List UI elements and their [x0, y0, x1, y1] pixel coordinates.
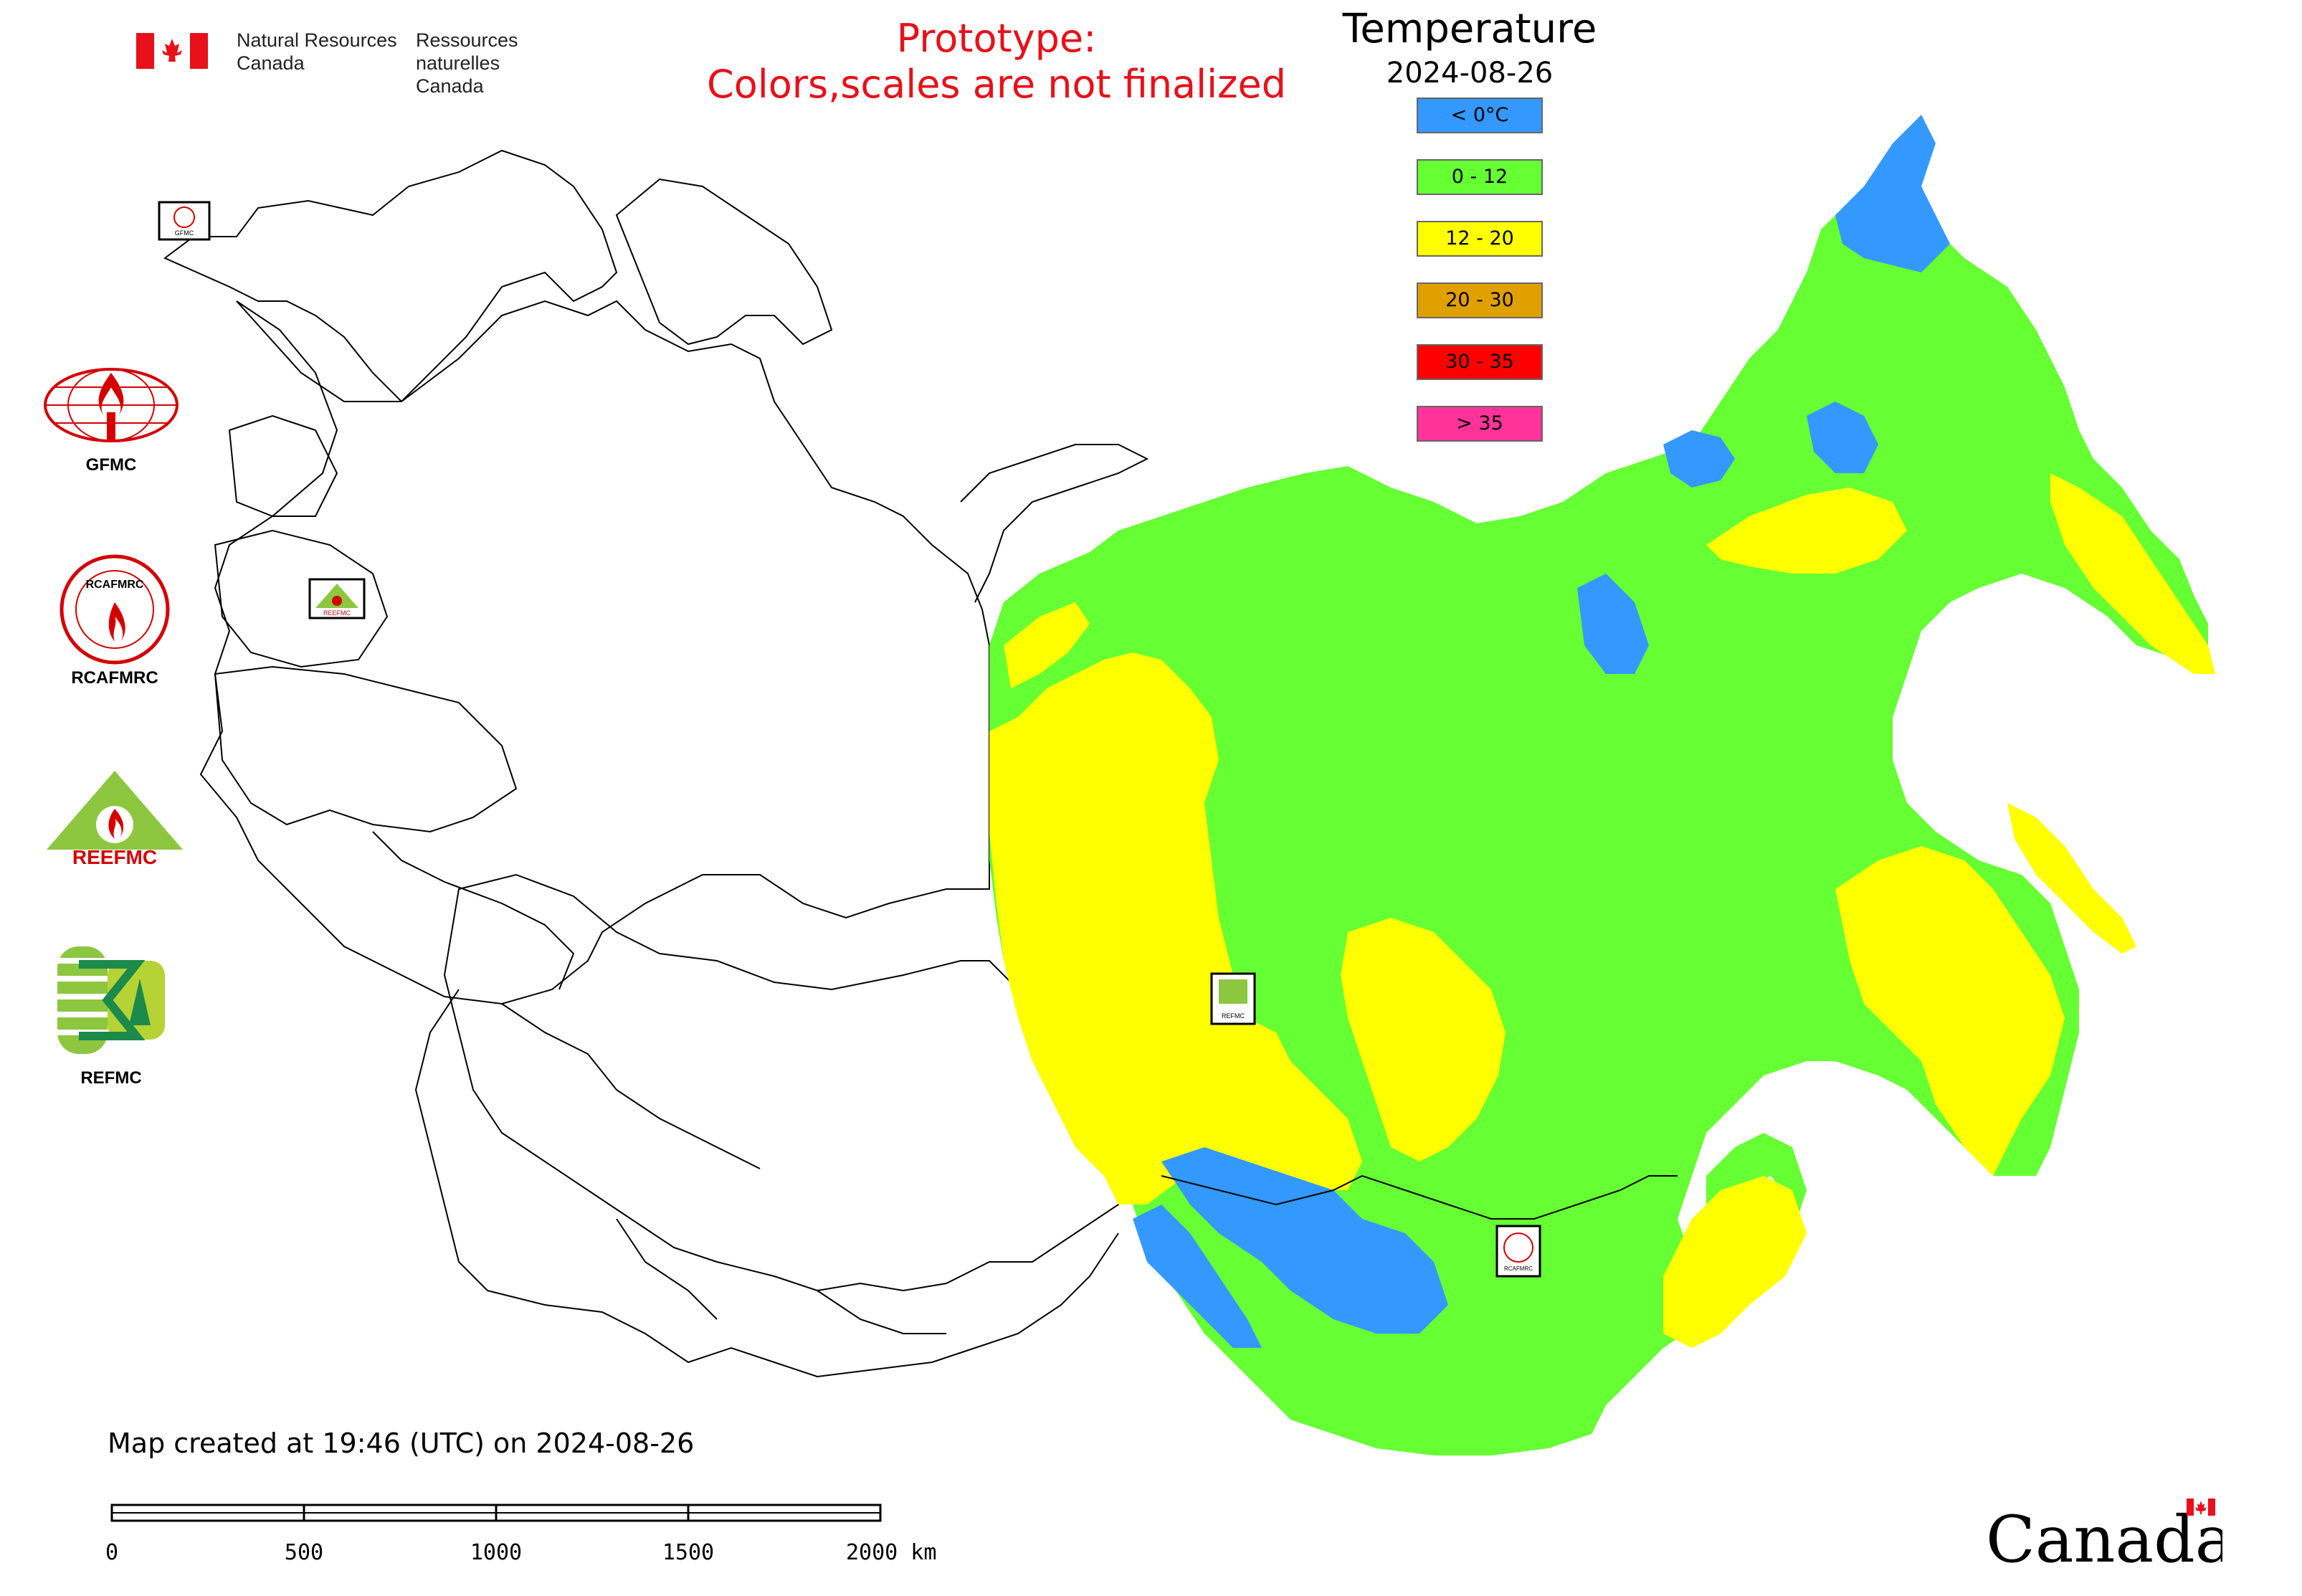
legend-class-below-0[interactable]: < 0°C: [1417, 98, 1543, 133]
rcafmrc-caption: RCAFMRC: [71, 668, 158, 688]
legend-class-0-12[interactable]: 0 - 12: [1417, 159, 1543, 195]
marker-gfmc[interactable]: GFMC: [158, 201, 211, 241]
org-en-line1: Natural Resources: [237, 29, 397, 51]
zone-12-20-urals-north: [1004, 602, 1090, 688]
gfmc-logo[interactable]: [39, 362, 183, 448]
map-created-timestamp: Map created at 19:46 (UTC) on 2024-08-26: [108, 1428, 695, 1459]
scale-label-1000: 1000: [470, 1540, 522, 1565]
reefmc-logo[interactable]: REEFMC: [39, 767, 190, 868]
gfmc-caption: GFMC: [85, 455, 137, 475]
refmc-caption: REFMC: [80, 1068, 142, 1088]
zone-12-20-south-east: [1663, 1176, 1807, 1348]
temperature-field: [989, 115, 2215, 1455]
nrcan-signature: Natural Resources Canada Ressources natu…: [136, 29, 602, 97]
zone-cold-altai: [1133, 1205, 1262, 1348]
org-name-en: Natural Resources Canada: [237, 29, 397, 75]
prototype-line2: Colors,scales are not finalized: [707, 62, 1286, 107]
zone-cold-taimyr: [1663, 430, 1735, 488]
marker-rcafmrc[interactable]: RCAFMRC: [1495, 1225, 1541, 1278]
zone-12-20-kamchatka: [2050, 473, 2215, 674]
legend-class-above-35[interactable]: > 35: [1417, 406, 1543, 442]
border-russia-mongolia: [1161, 1174, 1678, 1220]
scale-bar: 0 500 1000 1500 2000 km: [105, 1504, 936, 1565]
zone-cold-putorana: [1577, 574, 1649, 674]
org-fr-line2: Canada: [416, 75, 484, 97]
scale-label-500: 500: [285, 1540, 323, 1565]
country-outlines: [163, 149, 1163, 1378]
legend-class-30-35[interactable]: 30 - 35: [1417, 344, 1543, 380]
scale-label-1500: 1500: [662, 1540, 714, 1565]
legend-class-20-30[interactable]: 20 - 30: [1417, 282, 1543, 318]
org-en-line2: Canada: [237, 52, 305, 74]
svg-text:RCAFMRC: RCAFMRC: [1504, 1265, 1533, 1272]
prototype-notice: Prototype: Colors,scales are not finaliz…: [645, 16, 1348, 108]
svg-text:REFMC: REFMC: [1222, 1012, 1245, 1020]
svg-text:REEFMC: REEFMC: [72, 846, 157, 868]
refmc-logo[interactable]: [57, 946, 172, 1054]
zone-cold-verkhoyansk: [1807, 402, 1878, 473]
zone-12-20-west: [989, 652, 1362, 1205]
zone-cold-chukotka: [1835, 115, 1950, 272]
marker-reefmc[interactable]: REEFMC: [308, 578, 366, 619]
zone-12-20-amur: [1835, 846, 2065, 1176]
legend-class-12-20[interactable]: 12 - 20: [1417, 221, 1543, 257]
svg-text:RCAFMRC: RCAFMRC: [86, 579, 144, 591]
canada-wordmark: Canada: [1986, 1498, 2222, 1570]
legend-title: Temperature: [1342, 6, 1597, 52]
legend-date: 2024-08-26: [1386, 57, 1554, 90]
rcafmrc-logo[interactable]: RCAFMRC: [57, 552, 172, 667]
prototype-line1: Prototype:: [896, 16, 1097, 61]
scale-label-0: 0: [105, 1540, 118, 1565]
org-fr-line1: Ressources naturelles: [416, 29, 518, 74]
zone-12-20-central: [1341, 918, 1506, 1162]
svg-text:Canada: Canada: [1986, 1502, 2222, 1570]
svg-text:GFMC: GFMC: [175, 229, 194, 237]
svg-text:REEFMC: REEFMC: [323, 609, 351, 617]
zone-12-20-sakhalin: [2007, 803, 2136, 954]
canada-flag-icon: [136, 33, 208, 69]
org-name-fr: Ressources naturelles Canada: [416, 29, 602, 98]
scale-label-2000: 2000 km: [846, 1540, 936, 1565]
zone-12-20-yakutia: [1706, 488, 1907, 574]
marker-refmc[interactable]: REFMC: [1210, 972, 1256, 1025]
